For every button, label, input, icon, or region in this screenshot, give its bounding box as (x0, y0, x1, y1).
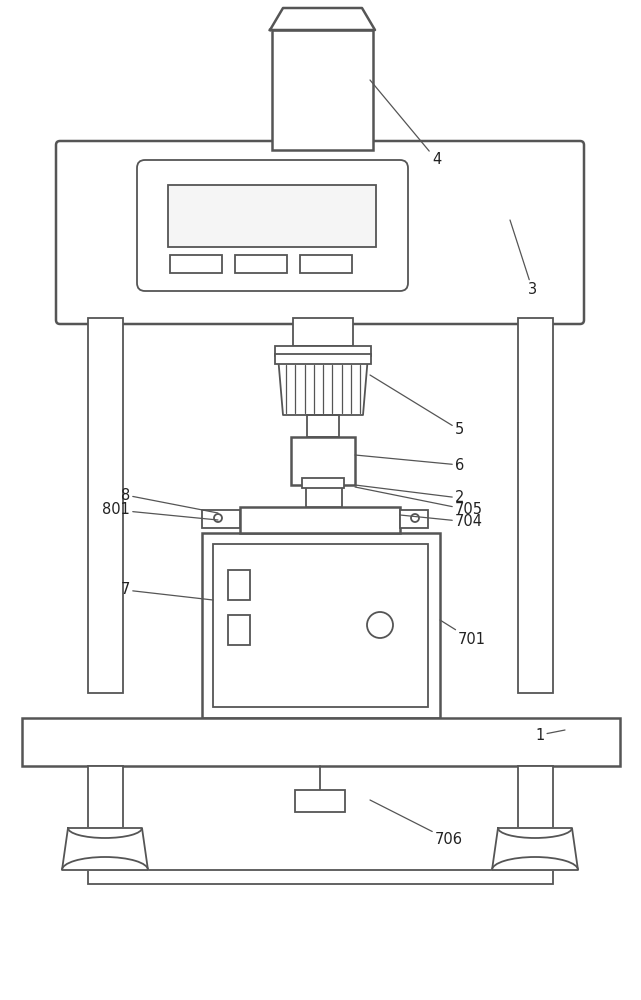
Bar (240, 507, 400, 533)
Bar (235, 255, 287, 273)
Text: 5: 5 (370, 375, 464, 438)
Text: 2: 2 (355, 485, 464, 506)
Bar (518, 318, 553, 693)
Bar (202, 510, 240, 528)
Text: 6: 6 (355, 455, 464, 473)
Bar (293, 318, 353, 346)
Bar (400, 510, 428, 528)
Bar (88, 766, 123, 828)
Text: 701: 701 (440, 620, 486, 648)
Bar (168, 185, 376, 247)
FancyBboxPatch shape (137, 160, 408, 291)
Circle shape (411, 514, 419, 522)
Bar (275, 346, 371, 356)
Bar (88, 870, 553, 884)
Text: 8: 8 (121, 488, 218, 513)
Polygon shape (62, 828, 148, 870)
Bar (275, 354, 371, 364)
Bar (88, 318, 123, 693)
Bar (306, 485, 342, 507)
Bar (518, 766, 553, 828)
Bar (300, 255, 352, 273)
Polygon shape (492, 828, 578, 870)
Circle shape (214, 514, 222, 522)
Polygon shape (278, 356, 368, 415)
Bar (170, 255, 222, 273)
Bar (202, 533, 440, 718)
Text: 7: 7 (121, 582, 213, 600)
Bar (228, 570, 250, 600)
Bar (302, 478, 344, 488)
Text: 4: 4 (370, 80, 441, 167)
Bar (295, 790, 345, 812)
Circle shape (367, 612, 393, 638)
Bar (272, 30, 373, 150)
Polygon shape (270, 8, 375, 30)
Text: 3: 3 (510, 220, 537, 298)
Bar (213, 544, 428, 707)
Bar (228, 615, 250, 645)
Bar (307, 415, 339, 437)
Text: 704: 704 (400, 514, 483, 530)
Text: 705: 705 (355, 487, 483, 518)
FancyBboxPatch shape (56, 141, 584, 324)
Bar (22, 718, 620, 766)
Text: 801: 801 (102, 502, 218, 520)
Text: 1: 1 (535, 728, 565, 742)
Text: 706: 706 (370, 800, 463, 848)
Bar (291, 437, 355, 485)
